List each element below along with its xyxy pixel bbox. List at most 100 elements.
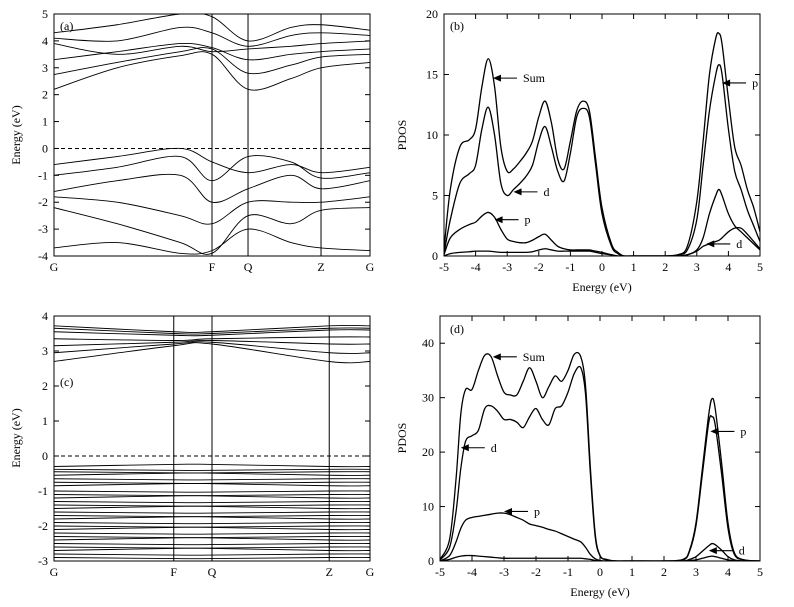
- kpoint-label: F: [170, 565, 177, 579]
- panel-d-ylabel: PDOS: [395, 423, 409, 454]
- annotation-arrowhead: [706, 240, 715, 248]
- annotation-label: d: [491, 441, 497, 455]
- x-tick-label: 4: [725, 260, 731, 274]
- x-tick-label: 5: [757, 260, 763, 274]
- x-tick-label: -3: [499, 565, 509, 579]
- valence-band: [54, 511, 370, 514]
- valence-band: [54, 463, 370, 468]
- valence-band: [54, 482, 370, 487]
- kpoint-label: F: [209, 260, 216, 274]
- y-tick-label: 5: [42, 7, 48, 21]
- pdos-curve-p: [444, 64, 760, 256]
- annotation-label: p: [525, 213, 531, 227]
- valence-band: [54, 500, 370, 504]
- x-tick-label: -1: [565, 260, 575, 274]
- y-tick-label: 10: [426, 128, 438, 142]
- x-tick-label: -2: [534, 260, 544, 274]
- valence-band: [54, 147, 370, 174]
- x-tick-label: -4: [467, 565, 477, 579]
- x-tick-label: 1: [631, 260, 637, 274]
- valence-band: [54, 495, 370, 499]
- y-tick-label: -4: [38, 249, 48, 263]
- panel-c-label: (c): [60, 375, 73, 389]
- valence-band: [54, 537, 370, 541]
- conduction-band: [54, 341, 370, 354]
- valence-band: [54, 468, 370, 471]
- annotation-label: Sum: [523, 350, 546, 364]
- valence-band: [54, 556, 370, 560]
- panel-d-xlabel: Energy (eV): [570, 585, 629, 599]
- x-tick-label: -5: [439, 260, 449, 274]
- y-tick-label: -1: [38, 168, 48, 182]
- annotation-label: d: [544, 185, 550, 199]
- x-tick-label: -3: [502, 260, 512, 274]
- panel-a-ylabel: Energy (eV): [9, 105, 23, 164]
- conduction-band: [54, 14, 370, 42]
- annotation-arrowhead: [708, 547, 717, 555]
- kpoint-label: G: [366, 565, 375, 579]
- panel-a-frame: [53, 13, 371, 257]
- annotation-arrowhead: [513, 188, 522, 196]
- y-tick-label: -2: [38, 519, 48, 533]
- y-tick-label: 1: [42, 115, 48, 129]
- annotation-label: d: [739, 544, 745, 558]
- conduction-band: [54, 26, 370, 47]
- x-tick-label: 3: [694, 260, 700, 274]
- kpoint-label: Q: [208, 565, 217, 579]
- valence-band: [54, 505, 370, 510]
- valence-band: [54, 532, 370, 535]
- valence-band: [54, 553, 370, 556]
- conduction-band: [54, 342, 370, 364]
- x-tick-label: 2: [662, 260, 668, 274]
- conduction-band: [54, 340, 370, 347]
- valence-band: [54, 521, 370, 525]
- kpoint-label: Q: [244, 260, 253, 274]
- kpoint-label: Z: [317, 260, 324, 274]
- panel-a-label: (a): [60, 19, 73, 33]
- y-tick-label: -3: [38, 554, 48, 568]
- y-tick-label: 15: [426, 68, 438, 82]
- kpoint-label: Z: [326, 565, 333, 579]
- kpoint-label: G: [50, 565, 59, 579]
- y-tick-label: 30: [422, 391, 434, 405]
- x-tick-label: 5: [757, 565, 763, 579]
- annotation-label: d: [736, 237, 742, 251]
- panel-c-ylabel: Energy (eV): [9, 408, 23, 467]
- y-tick-label: -1: [38, 484, 48, 498]
- y-tick-label: 2: [42, 379, 48, 393]
- conduction-band: [54, 51, 370, 91]
- x-tick-label: -1: [563, 565, 573, 579]
- annotation-arrowhead: [492, 353, 501, 361]
- valence-band: [54, 196, 370, 225]
- conduction-band: [54, 329, 370, 337]
- panel-b-curves: [444, 31, 760, 256]
- panel-c-band-structure: -3 -2 -1 0 1 2 3 4 G F Q Z G (c) Energy (eV): [9, 309, 375, 579]
- y-tick-label: 1: [42, 414, 48, 428]
- y-tick-label: 20: [426, 7, 438, 21]
- valence-band: [54, 173, 370, 203]
- valence-band: [54, 207, 370, 255]
- conduction-band: [54, 336, 370, 341]
- x-tick-label: 0: [597, 565, 603, 579]
- x-tick-label: 4: [725, 565, 731, 579]
- valence-band: [54, 155, 370, 182]
- x-tick-label: -5: [435, 565, 445, 579]
- annotation-arrowhead: [460, 444, 469, 452]
- panel-b-ylabel: PDOS: [395, 120, 409, 151]
- panel-a-bands: [54, 14, 370, 256]
- y-tick-label: 5: [432, 189, 438, 203]
- panel-d-label: (d): [450, 322, 464, 336]
- y-tick-label: -2: [38, 195, 48, 209]
- panel-b-xlabel: Energy (eV): [572, 280, 631, 294]
- panel-c-ticks: -3 -2 -1 0 1 2 3 4 G F Q Z G: [38, 309, 375, 579]
- valence-band: [54, 472, 370, 476]
- kpoint-label: G: [366, 260, 375, 274]
- pdos-curve-sum: [440, 351, 760, 561]
- valence-band: [54, 516, 370, 520]
- conduction-band: [54, 47, 370, 75]
- panel-a-ticks: -4 -3 -2 -1 0 1 2 3 4 5 G F Q Z G: [38, 7, 375, 274]
- panel-c-frame: [53, 315, 371, 562]
- pdos-curve-d: [444, 226, 760, 256]
